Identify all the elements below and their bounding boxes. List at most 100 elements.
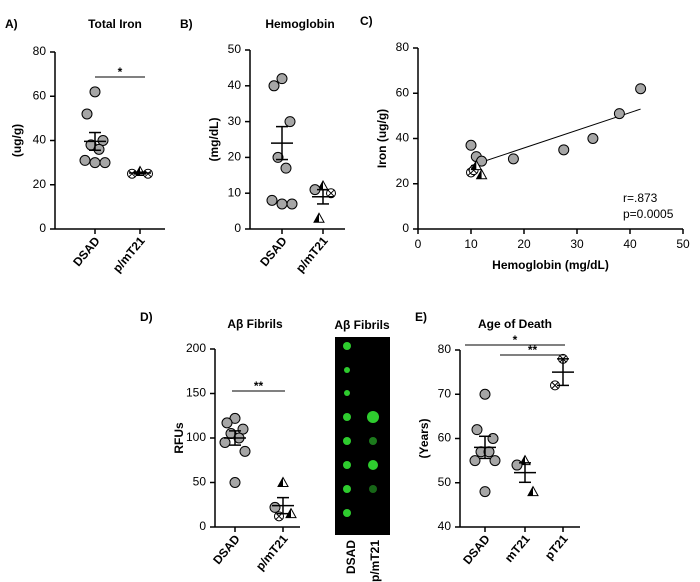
marker-half bbox=[476, 169, 482, 179]
y-tick-label: 50 bbox=[228, 42, 242, 56]
x-tick-label: p/mT21 bbox=[110, 234, 148, 275]
data-point bbox=[81, 108, 93, 120]
y-axis-label: (mg/dL) bbox=[207, 118, 221, 162]
data-point bbox=[286, 198, 298, 210]
marker-circle bbox=[479, 486, 491, 498]
marker-circle bbox=[268, 80, 280, 92]
significance-label: ** bbox=[254, 379, 264, 393]
data-point bbox=[470, 159, 483, 171]
significance-label: ** bbox=[528, 343, 538, 357]
data-point bbox=[469, 455, 481, 467]
marker-circle bbox=[635, 83, 647, 95]
y-tick-label: 20 bbox=[33, 177, 47, 191]
data-point bbox=[276, 198, 288, 210]
data-point bbox=[558, 144, 570, 156]
data-point bbox=[219, 436, 231, 448]
marker-circle bbox=[99, 157, 111, 169]
y-tick-label: 0 bbox=[39, 221, 46, 235]
x-tick-label: pT21 bbox=[542, 532, 571, 563]
marker-circle bbox=[219, 436, 231, 448]
y-tick-label: 0 bbox=[234, 221, 241, 235]
significance-label: * bbox=[118, 65, 123, 79]
data-point bbox=[326, 188, 336, 199]
panel-label: C) bbox=[360, 14, 373, 28]
marker-circle bbox=[239, 445, 251, 457]
marker-circle bbox=[507, 153, 519, 165]
x-tick-label: DSAD bbox=[210, 532, 243, 567]
data-point bbox=[268, 80, 280, 92]
y-tick-label: 50 bbox=[193, 475, 207, 489]
panel-label: E) bbox=[415, 310, 427, 324]
y-tick-label: 150 bbox=[186, 386, 206, 400]
data-point bbox=[479, 388, 491, 400]
data-point bbox=[489, 455, 501, 467]
data-point bbox=[97, 135, 109, 146]
data-point bbox=[229, 477, 241, 488]
data-point bbox=[89, 86, 101, 98]
y-tick-label: 70 bbox=[438, 386, 452, 400]
y-tick-label: 40 bbox=[228, 78, 242, 92]
marker-half bbox=[314, 213, 319, 223]
panel-label: B) bbox=[180, 17, 193, 31]
data-point bbox=[475, 168, 488, 180]
y-tick-label: 10 bbox=[228, 185, 242, 199]
data-point bbox=[99, 157, 111, 169]
data-point bbox=[507, 153, 519, 165]
fit-line bbox=[470, 108, 641, 167]
y-tick-label: 60 bbox=[33, 88, 47, 102]
x-tick-label: p/mT21 bbox=[293, 234, 331, 275]
stat-annotation: p=0.0005 bbox=[623, 207, 674, 221]
marker-circle bbox=[221, 417, 233, 429]
marker-circle bbox=[511, 459, 523, 471]
y-tick-label: 40 bbox=[438, 519, 452, 533]
x-tick-label: DSAD bbox=[460, 532, 493, 567]
data-point bbox=[587, 133, 599, 144]
data-point bbox=[465, 139, 477, 151]
data-point bbox=[527, 485, 539, 497]
data-point bbox=[550, 380, 560, 391]
x-axis-label: Hemoglobin (mg/dL) bbox=[492, 258, 609, 272]
x-tick-label: DSAD bbox=[257, 234, 290, 269]
blot-membrane bbox=[335, 337, 390, 535]
y-tick-label: 40 bbox=[396, 131, 410, 145]
x-tick-label: DSAD bbox=[70, 234, 103, 269]
marker-circle bbox=[229, 477, 241, 488]
marker-circle bbox=[81, 108, 93, 120]
marker-half bbox=[528, 486, 533, 496]
y-tick-label: 200 bbox=[186, 341, 206, 355]
y-tick-label: 80 bbox=[438, 342, 452, 356]
marker-circle bbox=[280, 162, 292, 174]
marker-circle bbox=[89, 86, 101, 98]
marker-half bbox=[278, 477, 283, 487]
blot-title: Aβ Fibrils bbox=[334, 318, 390, 332]
marker-circle bbox=[286, 198, 298, 210]
blot-dots bbox=[343, 342, 379, 517]
chart-title: Age of Death bbox=[478, 317, 552, 331]
y-tick-label: 80 bbox=[396, 40, 410, 54]
marker-circle bbox=[266, 194, 278, 206]
marker-circle bbox=[276, 73, 288, 85]
marker-circle bbox=[269, 501, 281, 513]
y-tick-label: 0 bbox=[402, 221, 409, 235]
data-point bbox=[284, 116, 296, 128]
marker-circle bbox=[489, 455, 501, 467]
marker-circle bbox=[284, 116, 296, 128]
blot-label: p/mT21 bbox=[368, 540, 382, 582]
marker-cross bbox=[327, 189, 335, 197]
data-point bbox=[266, 194, 278, 206]
data-point bbox=[89, 157, 101, 169]
marker-circle bbox=[558, 144, 570, 156]
y-tick-label: 80 bbox=[33, 44, 47, 58]
data-point bbox=[221, 417, 233, 429]
data-point bbox=[276, 73, 288, 85]
marker-half bbox=[471, 160, 477, 170]
panel-label: D) bbox=[140, 310, 153, 324]
marker-circle bbox=[79, 154, 91, 166]
data-point bbox=[79, 154, 91, 166]
x-tick-label: 20 bbox=[517, 237, 531, 251]
marker-circle bbox=[276, 198, 288, 210]
x-tick-label: 30 bbox=[570, 237, 584, 251]
data-point bbox=[239, 445, 251, 457]
y-axis-label: RFUs bbox=[172, 422, 186, 454]
